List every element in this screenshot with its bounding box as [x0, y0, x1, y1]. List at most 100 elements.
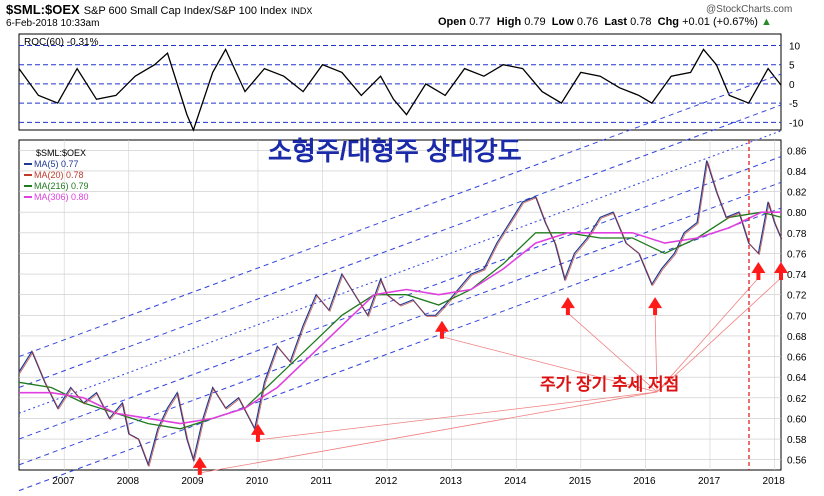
connector-line [654, 313, 658, 393]
price-tick-label: 0.62 [787, 394, 807, 405]
roc-panel-frame [18, 33, 782, 131]
red-arrow-icon [250, 423, 265, 435]
x-tick-label: 2016 [633, 476, 656, 487]
price-tick-label: 0.82 [787, 188, 807, 199]
roc-axis: 10 5 0 -5 -10 [789, 42, 804, 130]
price-gridlines [19, 140, 781, 470]
x-tick-label: 2013 [440, 476, 463, 487]
legend-label: MA(20) 0.78 [34, 170, 84, 180]
legend-label: $SML:$OEX [36, 148, 86, 158]
legend-label: MA(306) 0.80 [34, 192, 89, 202]
price-series [18, 160, 783, 468]
x-tick-label: 2011 [311, 476, 333, 487]
price-x-axis: 2007 2008 2009 2010 2011 2012 2013 2014 2015 2016… [52, 476, 785, 487]
low-label: Low [551, 16, 574, 28]
price-tick-label: 0.66 [787, 353, 807, 364]
series-line [19, 211, 781, 425]
roc-series-line [18, 47, 782, 132]
symbol-label: $SML:$OEX [6, 2, 80, 17]
legend-label: MA(5) 0.77 [34, 159, 79, 169]
red-arrow-stem [255, 433, 260, 442]
price-tick-label: 0.72 [787, 291, 807, 302]
index-name-label: S&P 600 Small Cap Index/S&P 100 Index [83, 5, 287, 17]
series-line [18, 160, 782, 467]
price-tick-label: 0.64 [787, 373, 807, 384]
red-arrow-icon [434, 320, 449, 332]
chart-title: 소형주/대형주 상대강도 [268, 136, 522, 166]
channel-line [18, 156, 782, 440]
high-label: High [496, 16, 522, 28]
roc-tick-label: -10 [789, 118, 804, 129]
legend-label: MA(216) 0.79 [34, 181, 89, 191]
roc-tick-label: 10 [789, 42, 801, 53]
chg-label: Chg [657, 16, 680, 28]
x-tick-label: 2014 [504, 476, 527, 487]
connector-line [257, 391, 658, 441]
x-tick-label: 2012 [375, 476, 398, 487]
connector-line [656, 277, 782, 393]
red-arrow-icon [648, 297, 663, 309]
x-tick-label: 2017 [698, 476, 721, 487]
red-arrow-stem [439, 330, 444, 339]
brand-watermark: @StockCharts.com [706, 4, 793, 15]
exchange-label: INDX [290, 6, 313, 16]
price-tick-label: 0.56 [787, 456, 807, 467]
roc-tick-label: 0 [789, 80, 795, 91]
annotation-text: 주가 장기 추세 저점 [540, 375, 679, 394]
annotation-connector-lines [199, 277, 782, 474]
red-arrow-icon [774, 262, 788, 273]
x-tick-label: 2010 [246, 476, 269, 487]
red-arrow-icon [192, 456, 207, 468]
channel-line [18, 73, 782, 358]
red-arrow-stem [653, 307, 658, 316]
up-triangle-icon: ▲ [761, 16, 772, 28]
channel-line [18, 130, 782, 414]
red-arrow-stem [779, 272, 783, 280]
open-value: 0.77 [469, 16, 491, 28]
ma20-line [19, 161, 783, 468]
low-point-arrows [192, 262, 788, 475]
x-tick-label: 2015 [569, 476, 592, 487]
series-line [18, 211, 782, 430]
price-tick-label: 0.70 [787, 311, 807, 322]
price-tick-label: 0.58 [787, 435, 807, 446]
red-arrow-icon [751, 262, 766, 273]
high-value: 0.79 [524, 16, 546, 28]
price-tick-label: 0.84 [787, 167, 807, 178]
price-tick-label: 0.74 [787, 270, 807, 281]
roc-tick-label: 5 [789, 61, 795, 72]
price-tick-label: 0.78 [787, 229, 807, 240]
price-panel-frame [18, 139, 782, 471]
x-tick-label: 2018 [763, 476, 786, 487]
red-arrow-icon [560, 297, 575, 309]
red-arrow-stem [197, 466, 202, 475]
x-tick-label: 2009 [181, 476, 204, 487]
chart-date: 6-Feb-2018 10:33am [6, 18, 100, 29]
last-label: Last [604, 16, 628, 28]
price-tick-label: 0.86 [787, 146, 807, 157]
quote-summary: Open 0.77 High 0.79 Low 0.76 Last 0.78 C… [438, 16, 772, 28]
price-tick-label: 0.76 [787, 249, 807, 260]
roc-label: ROC(60) -0.31% [24, 37, 99, 48]
chart-header-title: $SML:$OEX S&P 600 Small Cap Index/S&P 100… [6, 2, 312, 17]
open-label: Open [438, 16, 467, 28]
chg-value: +0.01 (+0.67%) [682, 16, 758, 28]
x-tick-label: 2007 [52, 476, 75, 487]
connector-line [567, 312, 658, 393]
red-arrow-stem [565, 307, 570, 316]
low-value: 0.76 [576, 16, 599, 28]
price-tick-label: 0.68 [787, 332, 807, 343]
last-value: 0.78 [630, 16, 652, 28]
roc-gridlines [19, 45, 781, 123]
x-tick-label: 2008 [117, 476, 140, 487]
price-tick-label: 0.80 [787, 208, 807, 219]
channel-line [18, 104, 782, 388]
price-y-axis: 0.86 0.84 0.82 0.80 0.78 0.76 0.74 0.72 0.70 0.68… [787, 146, 807, 466]
price-tick-label: 0.60 [787, 414, 807, 425]
red-arrow-stem [756, 272, 761, 280]
roc-tick-label: -5 [789, 99, 798, 110]
connector-line [441, 336, 658, 393]
connector-line [199, 391, 658, 474]
